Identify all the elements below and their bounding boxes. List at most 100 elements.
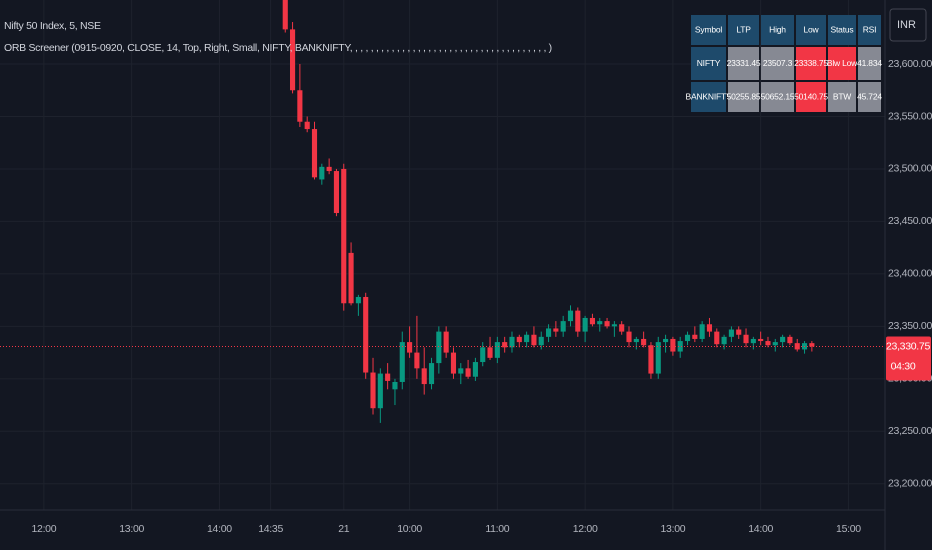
candle-body — [480, 347, 486, 363]
candle-body — [399, 342, 405, 382]
table-cell — [728, 82, 759, 112]
candle-body — [516, 336, 522, 343]
currency-button[interactable] — [889, 8, 927, 42]
table-cell-text: Blw Low — [827, 58, 858, 68]
table-cell — [728, 47, 759, 80]
x-tick-label: 14:35 — [258, 523, 283, 535]
x-tick-label: 14:00 — [748, 523, 773, 535]
table-cell-text: NIFTY — [697, 58, 721, 68]
candle-body — [736, 329, 742, 335]
candle-body — [641, 338, 647, 346]
last-price-box — [886, 336, 931, 381]
candle-body — [611, 324, 617, 327]
y-tick-label: 23,550.00 — [888, 110, 932, 122]
candle-body — [728, 329, 734, 337]
table-header-text: Low — [804, 24, 820, 34]
table-cell — [761, 82, 794, 112]
table-cell-text: 50255.85 — [727, 91, 761, 101]
x-tick-label: 21 — [338, 523, 350, 535]
candle-body — [560, 321, 566, 332]
table-cell-text: 41.834 — [857, 58, 882, 68]
candle-body — [684, 334, 691, 342]
candle-body — [494, 342, 500, 358]
table-cell-text: 50652.15 — [761, 91, 795, 101]
candle-body — [604, 321, 610, 327]
candle-body — [487, 347, 493, 358]
table-cell — [858, 47, 881, 80]
table-header-text: RSI — [863, 24, 877, 34]
table-cell — [691, 82, 726, 112]
table-cell — [858, 82, 881, 112]
candle-body — [436, 331, 442, 364]
candles — [282, 0, 815, 423]
chart-title: Nifty 50 Index, 5, NSE — [4, 20, 101, 32]
table-header-cell — [691, 15, 726, 45]
candle-body — [311, 129, 318, 178]
table-cell-text: 23507.3 — [763, 58, 793, 68]
candle-body — [465, 368, 471, 377]
table-header-cell — [796, 15, 826, 45]
table-cell-text: 50140.75 — [794, 91, 828, 101]
y-tick-label: 23,600.00 — [888, 58, 932, 70]
candle-body — [743, 334, 749, 344]
candle-body — [758, 338, 764, 342]
x-tick-label: 12:00 — [573, 523, 598, 535]
candle-body — [355, 296, 361, 304]
candle-body — [407, 342, 413, 353]
candle-body — [706, 324, 713, 332]
candle-body — [575, 310, 581, 332]
table-header-cell — [858, 15, 881, 45]
table-header-text: Status — [831, 24, 854, 34]
candle-body — [290, 29, 296, 91]
candle-body — [524, 334, 530, 343]
x-tick-label: 14:00 — [207, 523, 232, 535]
table-cell-text: BTW — [833, 91, 851, 101]
candle-body — [567, 310, 574, 322]
y-tick-label: 23,350.00 — [888, 320, 932, 332]
candle-body — [655, 342, 661, 374]
candle-body — [472, 362, 478, 377]
grid — [0, 0, 885, 510]
candle-body — [531, 334, 537, 346]
candle-body — [787, 336, 793, 344]
table-cell — [691, 47, 726, 80]
y-tick-label: 23,200.00 — [888, 478, 932, 490]
candle-body — [509, 336, 515, 348]
candle-body — [385, 373, 391, 381]
candle-body — [545, 328, 552, 337]
table-cell — [828, 47, 856, 80]
candle-body — [626, 331, 632, 343]
y-tick-label: 23,500.00 — [888, 163, 932, 175]
candle-body — [553, 328, 559, 332]
x-tick-label: 12:00 — [31, 523, 56, 535]
candle-body — [319, 166, 325, 180]
currency-label[interactable]: INR — [897, 19, 916, 31]
table-header-cell — [728, 15, 759, 45]
table-header-text: High — [769, 24, 786, 34]
x-tick-label: 13:00 — [119, 523, 144, 535]
candle-body — [333, 171, 340, 214]
candle-body — [692, 334, 698, 339]
candle-body — [450, 352, 457, 374]
candle-body — [392, 381, 398, 390]
candle-body — [648, 345, 654, 374]
candle-body — [589, 317, 595, 325]
indicator-label: ORB Screener (0915-0920, CLOSE, 14, Top,… — [4, 42, 552, 54]
table-cell — [796, 47, 826, 80]
candle-body — [670, 338, 676, 352]
candle-body — [341, 168, 347, 304]
candle-body — [304, 121, 310, 130]
candle-body — [750, 338, 756, 344]
x-tick-label: 13:00 — [661, 523, 686, 535]
candle-body — [443, 331, 449, 353]
candle-body — [794, 343, 800, 350]
y-tick-label: 23,250.00 — [888, 425, 932, 437]
countdown-label: 04:30 — [891, 360, 916, 372]
table-cell-text: 23338.75 — [794, 58, 828, 68]
candle-body — [282, 0, 288, 30]
table-header-cell — [828, 15, 856, 45]
table-cell — [828, 82, 856, 112]
